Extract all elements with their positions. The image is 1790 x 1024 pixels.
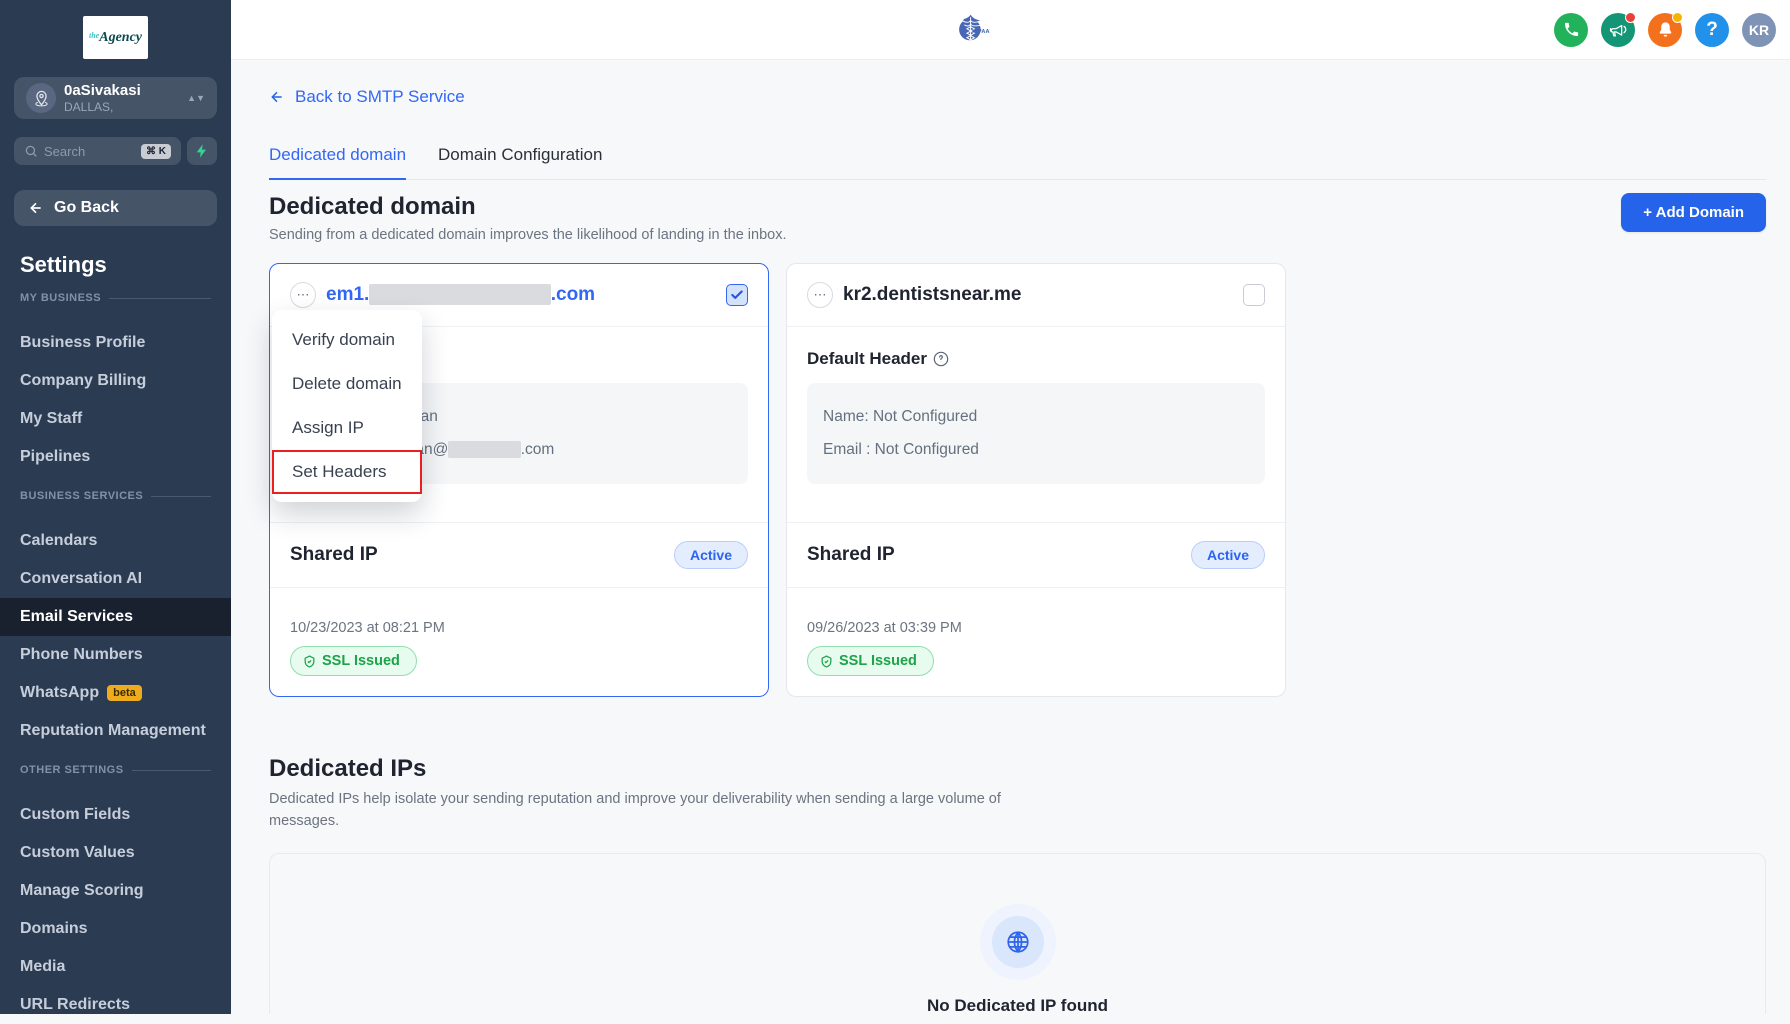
svg-text:HIPAA: HIPAA [972, 29, 990, 35]
